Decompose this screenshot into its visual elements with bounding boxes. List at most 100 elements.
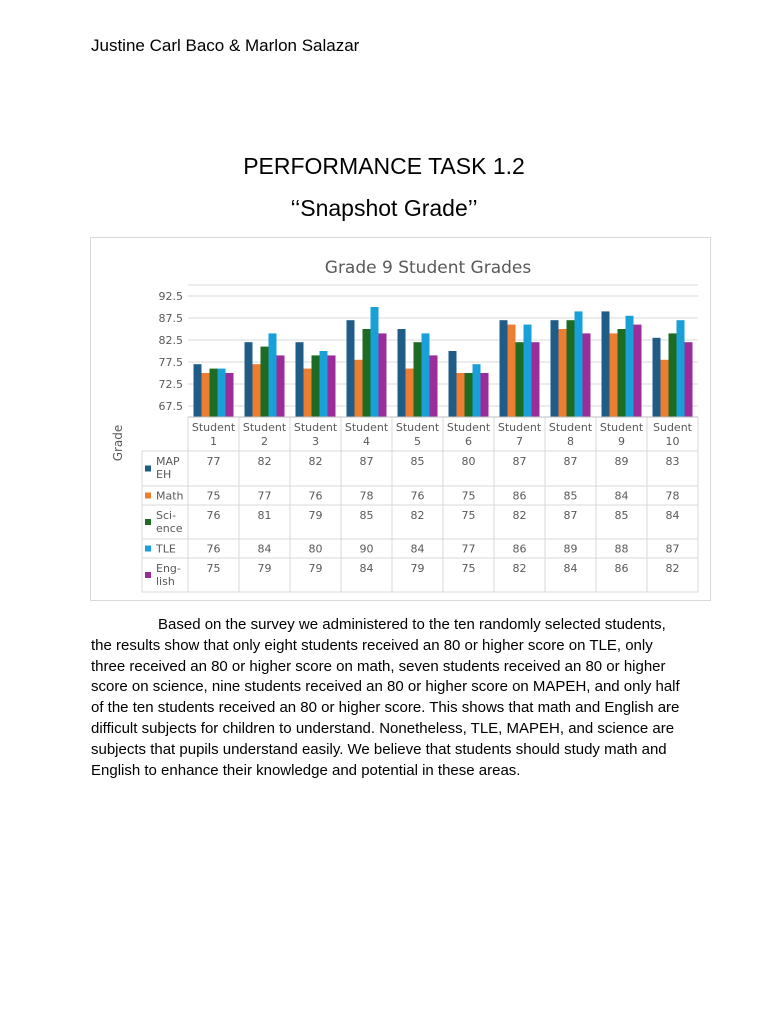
bar-mapeh-5 [397, 329, 406, 417]
x-tick-label-line1: Sudent [653, 421, 693, 434]
data-label-mapeh-7: 87 [513, 455, 527, 468]
bar-science-3 [311, 355, 320, 417]
data-label-science-7: 82 [513, 509, 527, 522]
bar-mapeh-6 [448, 351, 457, 417]
x-tick-label-line1: Student [243, 421, 287, 434]
data-label-tle-6: 77 [462, 543, 476, 556]
bar-tle-4 [370, 307, 379, 417]
data-label-english-7: 82 [513, 562, 527, 575]
x-tick-label-line1: Student [447, 421, 491, 434]
x-tick-label-line2: 4 [363, 435, 370, 448]
data-label-tle-5: 84 [411, 543, 425, 556]
bar-math-4 [354, 359, 363, 417]
x-tick-label-line2: 5 [414, 435, 421, 448]
data-label-science-6: 75 [462, 509, 476, 522]
data-label-mapeh-2: 82 [258, 455, 272, 468]
data-label-math-10: 78 [666, 490, 680, 503]
bar-tle-1 [217, 368, 226, 417]
data-label-science-5: 82 [411, 509, 425, 522]
data-label-science-1: 76 [207, 509, 221, 522]
legend-label-mapeh: MAP [156, 455, 180, 468]
x-tick-label-line2: 7 [516, 435, 523, 448]
bar-tle-2 [268, 333, 277, 417]
bar-english-5 [429, 355, 438, 417]
data-label-tle-4: 90 [360, 543, 374, 556]
x-tick-label-line2: 10 [666, 435, 680, 448]
data-label-mapeh-8: 87 [564, 455, 578, 468]
chart-title: Grade 9 Student Grades [325, 258, 532, 278]
x-tick-label-line2: 1 [210, 435, 217, 448]
data-label-mapeh-6: 80 [462, 455, 476, 468]
legend-label-english: lish [156, 575, 175, 588]
data-label-tle-1: 76 [207, 543, 221, 556]
bar-tle-10 [676, 320, 685, 417]
grade-chart: Grade 9 Student Grades 67.5 72.5 77.5 82.5 87… [90, 237, 711, 601]
bar-english-2 [276, 355, 285, 417]
x-tick-label-line1: Student [345, 421, 389, 434]
bar-math-10 [660, 359, 669, 417]
bar-science-10 [668, 333, 677, 417]
data-label-math-1: 75 [207, 490, 221, 503]
data-label-science-3: 79 [309, 509, 323, 522]
y-tick-label: 72.5 [159, 378, 184, 391]
data-label-mapeh-1: 77 [207, 455, 221, 468]
data-label-english-5: 79 [411, 562, 425, 575]
x-tick-label-line1: Student [192, 421, 236, 434]
bar-english-6 [480, 373, 489, 417]
analysis-text: Based on the survey we administered to t… [91, 616, 680, 779]
document-subtitle: ‘‘Snapshot Grade’’ [290, 195, 478, 221]
bar-tle-9 [625, 315, 634, 417]
bar-mapeh-4 [346, 320, 355, 417]
x-tick-label-line2: 3 [312, 435, 319, 448]
data-label-mapeh-9: 89 [615, 455, 629, 468]
bar-tle-6 [472, 364, 481, 417]
x-tick-label-line2: 6 [465, 435, 472, 448]
data-label-tle-8: 89 [564, 543, 578, 556]
y-tick-label: 67.5 [159, 400, 184, 413]
bar-science-8 [566, 320, 575, 417]
bar-english-9 [633, 324, 642, 417]
x-tick-label-line1: Student [549, 421, 593, 434]
data-label-mapeh-10: 83 [666, 455, 680, 468]
data-label-english-10: 82 [666, 562, 680, 575]
data-label-math-2: 77 [258, 490, 272, 503]
bar-science-7 [515, 342, 524, 417]
data-label-science-2: 81 [258, 509, 272, 522]
x-tick-label-line1: Student [294, 421, 338, 434]
bar-tle-3 [319, 351, 328, 417]
data-label-mapeh-4: 87 [360, 455, 374, 468]
bar-math-1 [201, 373, 210, 417]
bar-math-3 [303, 368, 312, 417]
bar-science-5 [413, 342, 422, 417]
data-label-math-6: 75 [462, 490, 476, 503]
data-label-mapeh-3: 82 [309, 455, 323, 468]
bar-science-6 [464, 373, 473, 417]
bar-tle-5 [421, 333, 430, 417]
data-label-science-9: 85 [615, 509, 629, 522]
data-label-english-3: 79 [309, 562, 323, 575]
data-label-english-1: 75 [207, 562, 221, 575]
data-label-tle-9: 88 [615, 543, 629, 556]
data-label-math-9: 84 [615, 490, 629, 503]
bar-english-8 [582, 333, 591, 417]
author-line: Justine Carl Baco & Marlon Salazar [91, 36, 360, 55]
legend-label-science: ence [156, 522, 183, 535]
data-label-tle-10: 87 [666, 543, 680, 556]
bar-math-5 [405, 368, 414, 417]
legend-label-science: Sci- [156, 509, 176, 522]
bar-math-7 [507, 324, 516, 417]
y-axis-label: Grade [111, 425, 125, 462]
grade-chart-svg: Grade 9 Student Grades67.572.577.582.587… [111, 258, 699, 593]
data-label-math-3: 76 [309, 490, 323, 503]
bar-english-1 [225, 373, 234, 417]
legend-key-math [145, 492, 151, 499]
data-label-english-9: 86 [615, 562, 629, 575]
bar-science-4 [362, 329, 371, 417]
data-label-science-10: 84 [666, 509, 680, 522]
bar-tle-8 [574, 311, 583, 417]
legend-key-science [145, 519, 151, 525]
x-tick-label-line1: Student [396, 421, 440, 434]
legend-key-mapeh [145, 465, 151, 472]
bar-mapeh-3 [295, 342, 304, 417]
legend-label-mapeh: EH [156, 468, 171, 481]
